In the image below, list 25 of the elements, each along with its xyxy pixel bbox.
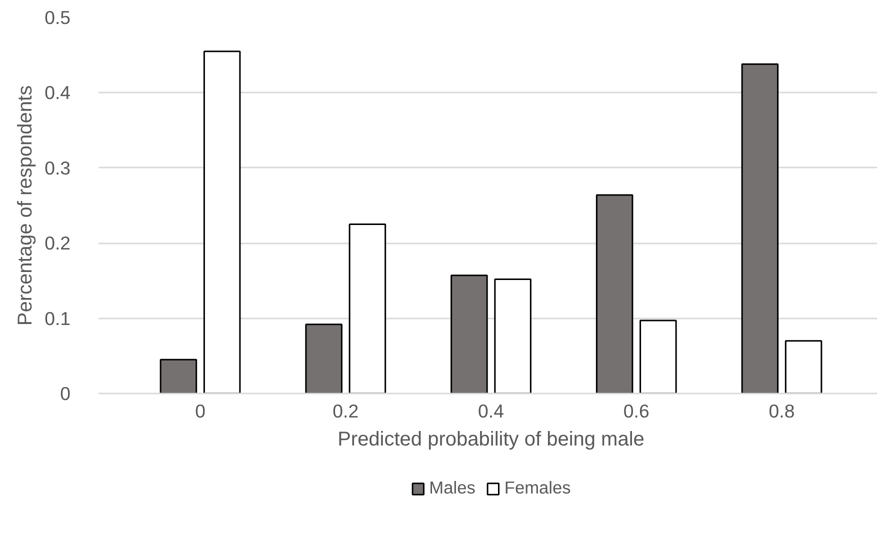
- bar: [596, 194, 634, 394]
- legend-label: Males: [429, 478, 476, 498]
- bar: [450, 274, 488, 394]
- x-tick-label: 0.8: [768, 400, 795, 422]
- y-tick-label: 0.5: [44, 7, 71, 28]
- y-tick-label: 0.3: [44, 157, 71, 178]
- x-tick-label: 0.2: [332, 400, 359, 422]
- bar: [741, 63, 779, 394]
- bar: [203, 50, 241, 394]
- bar: [305, 324, 342, 394]
- x-tick-label: 0.4: [478, 400, 504, 422]
- x-axis-title: Predicted probability of being male: [338, 428, 644, 450]
- bar: [640, 320, 677, 394]
- y-tick-label: 0.4: [44, 82, 71, 104]
- bar: [160, 358, 198, 394]
- bar: [494, 278, 532, 394]
- bar: [784, 340, 822, 394]
- bar: [348, 224, 386, 394]
- y-tick-label: 0.1: [44, 308, 71, 329]
- x-tick-label: 0: [195, 400, 206, 422]
- legend-label: Females: [504, 478, 571, 498]
- x-tick-label: 0.6: [623, 400, 650, 422]
- y-tick-label: 0.2: [44, 232, 71, 254]
- y-axis-title: Percentage of respondents: [14, 85, 37, 326]
- y-tick-label: 0: [60, 383, 71, 404]
